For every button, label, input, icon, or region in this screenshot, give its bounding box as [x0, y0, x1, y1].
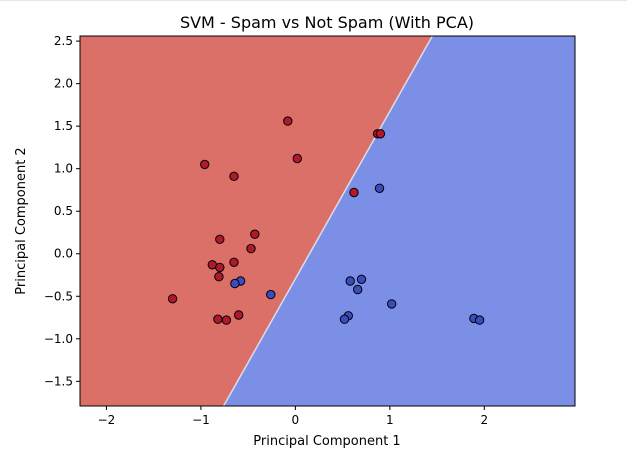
y-tick-label-0: −1.5 — [44, 374, 73, 388]
class-region-left — [80, 36, 433, 406]
data-point-s1-9 — [339, 314, 350, 324]
y-tick-label-3: 0.0 — [54, 247, 73, 261]
data-point-s1-5 — [356, 274, 367, 284]
x-tick-label-4: 2 — [480, 413, 488, 427]
data-point-s1-3 — [266, 289, 276, 300]
data-point-s0-2 — [292, 153, 302, 164]
data-point-s0-8 — [250, 229, 260, 239]
data-point-s0-14 — [167, 294, 178, 304]
y-axis-ticks: −1.5 −1.0 −0.5 0.0 0.5 1.0 1.5 2.0 2.5 — [44, 34, 80, 388]
data-point-s1-11 — [474, 315, 485, 325]
data-point-s0-5 — [375, 129, 386, 139]
y-tick-label-6: 1.5 — [54, 119, 73, 133]
y-tick-label-7: 2.0 — [54, 77, 73, 91]
data-point-s0-9 — [246, 243, 256, 254]
x-axis-ticks: −2 −1 0 1 2 — [98, 406, 488, 427]
data-points — [167, 116, 485, 325]
data-point-s1-4 — [345, 276, 355, 286]
top-rule — [0, 0, 627, 1]
decision-regions — [80, 36, 575, 406]
data-point-s1-7 — [387, 299, 397, 309]
data-point-s0-17 — [213, 314, 223, 324]
y-tick-label-8: 2.5 — [54, 34, 73, 48]
x-tick-label-2: 0 — [292, 413, 300, 427]
data-point-s0-1 — [200, 159, 210, 170]
x-tick-label-1: −1 — [192, 413, 210, 427]
plot-frame — [79, 35, 576, 407]
y-tick-label-2: −0.5 — [44, 289, 73, 303]
data-point-s1-6 — [353, 284, 363, 295]
x-tick-label-3: 1 — [386, 413, 394, 427]
data-point-s0-6 — [349, 187, 359, 198]
chart-title: SVM - Spam vs Not Spam (With PCA) — [180, 13, 474, 32]
decision-boundary-line — [222, 36, 434, 406]
y-tick-label-5: 1.0 — [54, 162, 73, 176]
data-point-s1-0 — [374, 183, 385, 194]
data-point-s0-16 — [221, 315, 232, 325]
data-point-s0-0 — [283, 116, 293, 126]
class-region-right — [223, 36, 575, 406]
y-tick-label-4: 0.5 — [54, 204, 73, 218]
data-point-s0-10 — [229, 257, 239, 267]
data-point-s0-12 — [215, 262, 225, 273]
data-point-s0-15 — [234, 310, 244, 320]
data-point-s0-7 — [215, 234, 225, 245]
y-axis-label: Principal Component 2 — [14, 147, 29, 294]
data-point-s0-13 — [214, 272, 224, 282]
x-tick-label-0: −2 — [98, 413, 116, 427]
data-point-s0-3 — [229, 171, 239, 182]
x-axis-label: Principal Component 1 — [253, 434, 400, 449]
y-tick-label-1: −1.0 — [44, 332, 73, 346]
data-point-s1-2 — [230, 278, 240, 289]
